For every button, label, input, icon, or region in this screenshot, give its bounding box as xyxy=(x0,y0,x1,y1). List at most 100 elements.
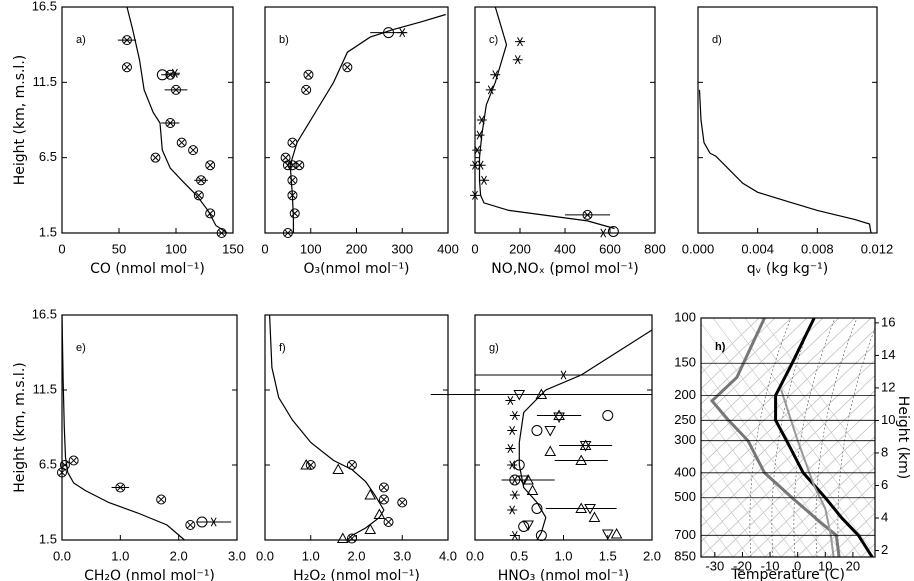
data-point xyxy=(522,473,534,485)
panel-label: h) xyxy=(715,341,726,353)
x-tick-label: 0.008 xyxy=(801,241,834,256)
marker-circle xyxy=(282,228,293,238)
y2-tick-label: 16 xyxy=(881,314,895,329)
marker-triangle xyxy=(588,511,601,522)
data-point xyxy=(287,190,298,201)
panel: 0 100 200 300 400 b) O₃(nmol mol⁻¹) xyxy=(261,6,459,277)
y2-tick-label: 4 xyxy=(881,509,888,524)
adiabat xyxy=(489,318,669,557)
x-tick-label: 300 xyxy=(391,241,413,256)
profile-line xyxy=(518,329,653,541)
marker-circle xyxy=(602,410,614,421)
panel-label: e) xyxy=(76,342,86,354)
data-point xyxy=(216,228,227,238)
data-point xyxy=(531,503,543,514)
marker-cross xyxy=(172,86,180,94)
data-point xyxy=(287,137,298,148)
data-point xyxy=(513,390,526,401)
marker-cross xyxy=(206,209,214,217)
data-point xyxy=(336,532,349,543)
x-axis-label: CH₂O (nmol mol⁻¹) xyxy=(84,568,215,581)
adiabat xyxy=(473,318,653,557)
marker-circle xyxy=(531,425,543,436)
data-point xyxy=(470,190,480,200)
x-tick-label: 100 xyxy=(300,241,322,256)
panel-label: d) xyxy=(712,34,722,46)
data-point xyxy=(490,70,501,80)
marker-star xyxy=(485,85,496,95)
marker-circle xyxy=(294,160,305,171)
y-tick-label: 500 xyxy=(674,489,696,504)
x-tick-label: -30 xyxy=(705,558,724,573)
x-tick-label: 0.0 xyxy=(256,548,274,563)
adiabat xyxy=(457,318,637,557)
marker-circle xyxy=(216,228,227,238)
marker-star xyxy=(476,115,487,125)
marker-cross xyxy=(186,521,194,529)
profile-line xyxy=(269,314,385,541)
data-point xyxy=(196,175,207,186)
marker-star xyxy=(509,410,520,421)
x-axis-label: CO (nmol mol⁻¹) xyxy=(90,261,205,277)
marker-star xyxy=(472,145,483,155)
y-tick-label: 700 xyxy=(674,527,696,542)
data-point xyxy=(156,494,167,505)
marker-cross xyxy=(70,456,78,465)
isotherm xyxy=(796,481,875,557)
y-tick-label: 400 xyxy=(674,464,696,479)
data-point xyxy=(165,118,176,129)
data-point xyxy=(169,68,180,78)
data-point xyxy=(364,523,377,534)
marker-star xyxy=(509,530,520,541)
x-tick-label: 100 xyxy=(165,241,187,256)
data-point xyxy=(59,460,70,470)
data-point xyxy=(535,530,547,541)
adiabat xyxy=(728,318,875,513)
y-axis-label: Height (km, m.s.l.) xyxy=(12,362,28,492)
marker-circle xyxy=(59,460,70,470)
data-point xyxy=(383,517,394,527)
x-tick-label: 1.0 xyxy=(111,548,129,563)
marker-star xyxy=(397,28,408,38)
data-point xyxy=(282,160,293,171)
y-tick-label: 200 xyxy=(674,387,696,402)
y2-tick-label: 6 xyxy=(881,477,888,492)
marker-circle xyxy=(150,152,161,163)
x-tick-label: 200 xyxy=(509,241,531,256)
x-tick-label: 0.000 xyxy=(682,241,715,256)
data-point xyxy=(171,84,181,95)
marker-star xyxy=(507,505,518,515)
marker-triangle xyxy=(544,445,557,456)
x-tick-label: 600 xyxy=(599,241,621,256)
marker-cross xyxy=(151,154,160,162)
marker-cross xyxy=(206,161,214,169)
x-tick-label: -20 xyxy=(733,558,752,573)
isotherm xyxy=(716,405,875,557)
panel-label: g) xyxy=(489,342,499,354)
data-point xyxy=(332,463,345,474)
data-point xyxy=(575,502,588,513)
y2-tick-label: 2 xyxy=(881,542,888,557)
adiabat xyxy=(701,471,766,557)
x-tick-label: 50 xyxy=(112,241,126,256)
marker-star xyxy=(512,55,523,65)
panel: 0.0 1.0 2.0 3.0 4.0 f) H₂O₂ (nmol mol⁻¹) xyxy=(256,314,457,581)
marker-circle xyxy=(383,517,394,527)
marker-circle xyxy=(342,62,353,73)
isotherm xyxy=(764,451,875,557)
marker-cross xyxy=(197,176,205,184)
marker-circle xyxy=(282,160,293,171)
marker-cross xyxy=(291,209,299,217)
marker-inv-triangle xyxy=(553,412,565,424)
x-tick-label: 0.0 xyxy=(53,548,71,563)
isotherm xyxy=(701,318,824,436)
x-tick-label: -10 xyxy=(761,558,780,573)
y-tick-label: 100 xyxy=(674,309,696,324)
x-tick-label: 0.5 xyxy=(510,548,528,563)
marker-cross xyxy=(123,63,131,71)
marker-star xyxy=(598,228,609,238)
panel-label: c) xyxy=(489,34,498,46)
data-point xyxy=(588,511,601,522)
data-point xyxy=(507,425,518,436)
x-axis-label: NO,NOₓ (pmol mol⁻¹) xyxy=(491,261,639,277)
